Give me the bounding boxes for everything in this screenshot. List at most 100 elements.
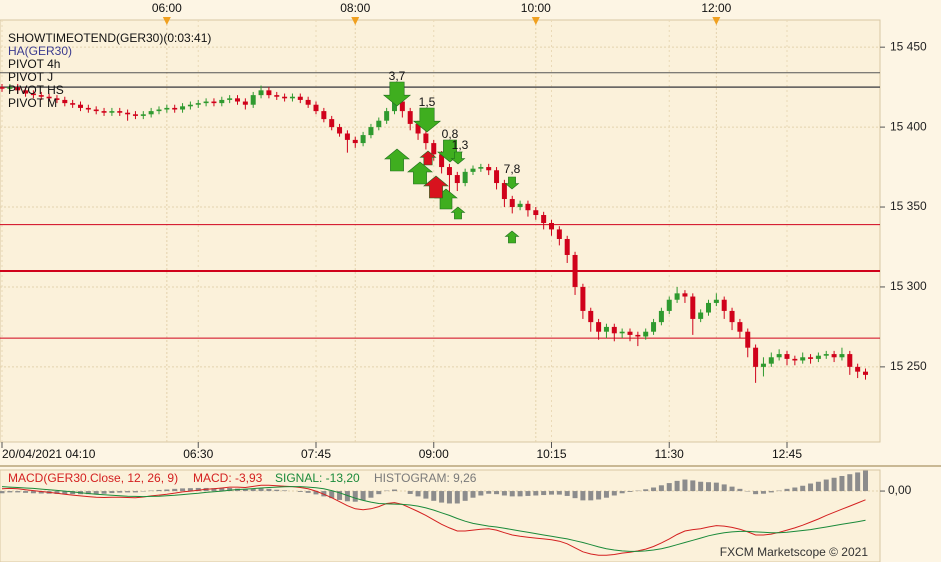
candle-body [180, 106, 186, 110]
histogram-bar [706, 482, 711, 492]
histogram-bar [101, 491, 107, 494]
histogram-bar [242, 489, 248, 492]
histogram-bar [172, 488, 178, 492]
candle-body [572, 254, 578, 287]
signal-arrow [382, 81, 412, 107]
candle-body [446, 167, 452, 176]
histogram-bar [93, 491, 99, 495]
candle-body [760, 363, 766, 367]
macd-legend: MACD: -3,93 [193, 471, 263, 485]
candle-body [753, 347, 759, 367]
candle-body [282, 96, 288, 99]
histogram-bar [501, 491, 507, 496]
histogram-bar [30, 491, 36, 494]
histogram-bar [266, 488, 272, 492]
histogram-bar [611, 491, 617, 496]
histogram-bar [666, 483, 672, 492]
candle-body [54, 98, 60, 100]
histogram-bar [446, 491, 452, 504]
histogram-bar [619, 491, 625, 494]
histogram-bar [768, 491, 774, 493]
candle-body [344, 133, 350, 140]
candle-body [439, 154, 445, 168]
indicator-name: PIVOT M [8, 96, 57, 110]
signal-arrow [412, 107, 442, 133]
histogram-bar [85, 491, 91, 495]
candle-body [815, 355, 821, 359]
signal-arrow [407, 161, 433, 185]
x-tick-label: 20/04/2021 04:10 [2, 447, 96, 461]
histogram-bar [721, 484, 727, 492]
indicator-name: HA(GER30) [8, 44, 72, 58]
histogram-bar [109, 491, 115, 494]
histogram-bar [572, 491, 578, 499]
x-tick-label: 06:30 [183, 447, 213, 461]
histogram-bar [698, 481, 704, 492]
histogram-bar [423, 491, 429, 499]
candle-body [258, 90, 264, 96]
indicator-name: PIVOT J [8, 70, 53, 84]
x-tick-label: 12:45 [772, 447, 802, 461]
candle-body [289, 96, 295, 99]
candle-body [313, 104, 319, 112]
candle-body [698, 312, 704, 319]
histogram-bar [792, 487, 798, 492]
candle-body [305, 99, 311, 105]
candle-body [823, 354, 829, 356]
histogram-bar [282, 490, 288, 492]
candle-body [517, 203, 523, 208]
candle-body [776, 354, 782, 358]
candle-body [690, 296, 696, 319]
histogram-bar [674, 480, 680, 492]
candle-body [533, 210, 539, 216]
candle-body [211, 101, 217, 104]
histogram-bar [549, 491, 554, 495]
histogram-bar [517, 491, 523, 497]
candle-body [431, 143, 437, 155]
histogram-bar [729, 486, 735, 492]
candle-body [501, 183, 507, 200]
histogram-legend: HISTOGRAM: 9,26 [374, 471, 477, 485]
time-marker [712, 17, 721, 25]
candle-body [478, 167, 484, 169]
histogram-bar [337, 491, 343, 500]
histogram-bar [454, 491, 460, 504]
candle-body [651, 322, 657, 332]
candle-body [682, 293, 688, 297]
time-marker [531, 17, 540, 25]
layer: 15 250 15 300 15 350 15 400 15 450 06:00 08:00… [0, 1, 927, 556]
histogram-bar [478, 491, 484, 496]
histogram-bar [737, 488, 743, 492]
y-tick-label: 15 300 [890, 279, 927, 293]
candle-body [187, 104, 193, 107]
candle-body [792, 358, 798, 361]
candle-body [85, 107, 91, 110]
histogram-bar [588, 491, 594, 501]
candle-body [525, 203, 531, 211]
histogram-bar [784, 488, 790, 492]
y-tick-label: 15 450 [890, 39, 927, 53]
histogram-bar [603, 491, 609, 498]
candle-body [109, 111, 115, 113]
histogram-bar [855, 472, 861, 492]
candle-body [768, 357, 774, 364]
candle-body [831, 354, 837, 358]
histogram-bar [368, 491, 374, 498]
candle-body [93, 109, 99, 112]
time-marker [162, 17, 171, 25]
histogram-bar [62, 491, 68, 495]
candle-body [541, 215, 547, 224]
y-tick-label: 0,00 [888, 483, 912, 497]
candle-body [125, 112, 131, 115]
histogram-bar [760, 491, 766, 494]
candle-body [7, 87, 13, 89]
macd-plot [0, 469, 881, 562]
histogram-bar [658, 485, 664, 492]
candle-body [619, 331, 625, 334]
histogram-bar [187, 488, 193, 492]
histogram-bar [274, 489, 280, 492]
histogram-bar [125, 491, 131, 493]
candle-body [337, 127, 343, 134]
histogram-bar [627, 491, 633, 492]
histogram-bar [15, 491, 21, 493]
